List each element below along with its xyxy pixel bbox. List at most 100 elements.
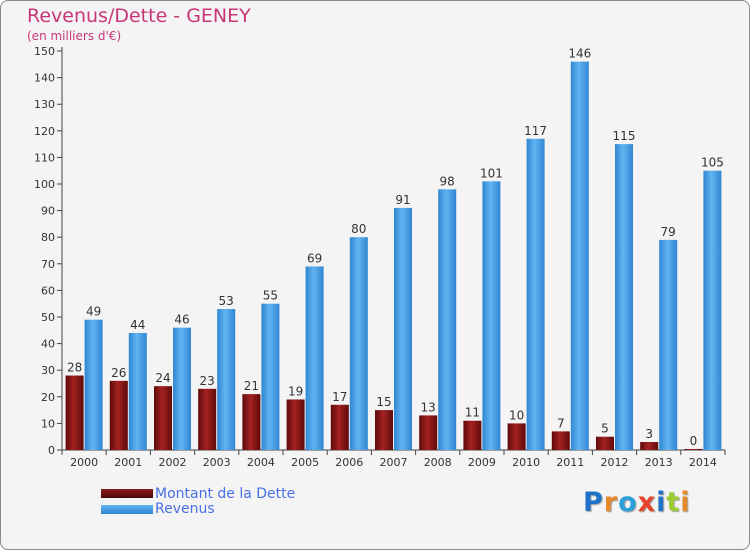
x-tick-label: 2010 [512,456,540,469]
revenus-bar [526,138,545,450]
revenus-bar [394,207,412,450]
revenus-bar [615,144,633,450]
debt-value-label: 28 [67,361,82,375]
revenus-value-label: 101 [480,166,503,180]
revenus-bar [438,189,457,450]
y-tick-label: 30 [41,364,55,377]
debt-value-label: 19 [288,384,303,398]
revenus-value-label: 91 [395,193,410,207]
chart-title: Revenus/Dette - GENEY [27,5,251,27]
debt-bar [65,375,84,450]
y-tick-label: 90 [41,205,55,218]
x-tick-label: 2005 [291,456,319,469]
revenus-bar [570,61,589,450]
logo-letter: P [583,487,604,518]
revenus-value-label: 105 [701,156,724,170]
revenus-value-label: 98 [440,174,455,188]
proxiti-logo: Proxiti [583,487,691,518]
revenus-bar [659,239,678,450]
y-tick-label: 110 [34,151,55,164]
logo-letter: o [618,487,638,518]
debt-value-label: 15 [376,395,391,409]
debt-value-label: 3 [645,427,653,441]
y-tick-label: 120 [34,125,55,138]
x-tick-label: 2014 [689,456,717,469]
revenus-bar [305,266,324,450]
x-tick-label: 2000 [70,456,98,469]
debt-bar [463,420,482,450]
revenus-value-label: 53 [219,294,234,308]
legend-swatch-debt [101,489,153,498]
debt-bar [507,423,526,450]
debt-value-label: 21 [244,379,259,393]
revenus-bar [703,170,722,450]
debt-bar [286,399,305,450]
debt-value-label: 11 [465,406,480,420]
logo-letter: i [656,487,667,518]
debt-value-label: 0 [690,434,698,448]
revenus-value-label: 80 [351,222,366,236]
y-tick-label: 130 [34,98,55,111]
y-tick-label: 80 [41,231,55,244]
revenus-bar [128,332,147,450]
debt-bar [640,442,659,450]
revenus-bar [84,319,103,450]
debt-bar [375,410,393,450]
debt-value-label: 13 [421,400,436,414]
x-tick-label: 2012 [601,456,629,469]
x-tick-label: 2008 [424,456,452,469]
logo-letter: r [603,487,619,518]
revenus-value-label: 69 [307,251,322,265]
debt-bar [242,394,261,450]
axes: 0102030405060708090100110120130140150200… [34,45,726,469]
logo-letter: x [637,487,657,518]
debt-value-label: 26 [111,366,126,380]
revenus-value-label: 44 [130,318,145,332]
debt-value-label: 23 [200,374,215,388]
y-tick-label: 150 [34,45,55,58]
debt-value-label: 10 [509,408,524,422]
legend-label-revenus: Revenus [155,501,215,517]
revenus-value-label: 115 [613,129,636,143]
logo-letter: i [680,487,691,518]
x-tick-label: 2013 [645,456,673,469]
debt-value-label: 7 [557,416,565,430]
revenus-value-label: 49 [86,305,101,319]
debt-bar [198,388,217,450]
y-tick-label: 20 [41,391,55,404]
revenus-bar [349,237,368,450]
debt-bar [551,431,570,450]
x-tick-label: 2001 [114,456,142,469]
x-tick-label: 2011 [556,456,584,469]
legend-label-debt: Montant de la Dette [155,486,296,502]
y-tick-label: 50 [41,311,55,324]
debt-bar [684,449,703,450]
x-tick-label: 2006 [335,456,363,469]
logo-letter: t [666,487,681,518]
debt-bar [419,415,438,450]
bars [65,61,722,450]
debt-bar [596,436,614,450]
debt-value-label: 17 [332,390,347,404]
x-tick-label: 2002 [159,456,187,469]
y-tick-label: 100 [34,178,55,191]
revenus-value-label: 117 [524,124,547,138]
revenus-bar [482,181,501,450]
debt-bar [330,404,349,450]
chart-subtitle: (en milliers d'€) [27,29,122,43]
y-tick-label: 0 [48,444,55,457]
revenus-value-label: 146 [568,47,591,61]
debt-bar [109,380,128,450]
revenus-value-label: 46 [174,313,189,327]
legend-swatch-revenus [101,505,153,514]
x-tick-label: 2007 [380,456,408,469]
y-tick-label: 140 [34,72,55,85]
revenus-bar [173,327,191,450]
x-tick-label: 2009 [468,456,496,469]
y-tick-label: 60 [41,284,55,297]
debt-value-label: 24 [155,371,170,385]
data-labels: 2849264424462353215519691780159113981110… [67,47,724,448]
x-tick-label: 2004 [247,456,275,469]
y-tick-label: 40 [41,338,55,351]
